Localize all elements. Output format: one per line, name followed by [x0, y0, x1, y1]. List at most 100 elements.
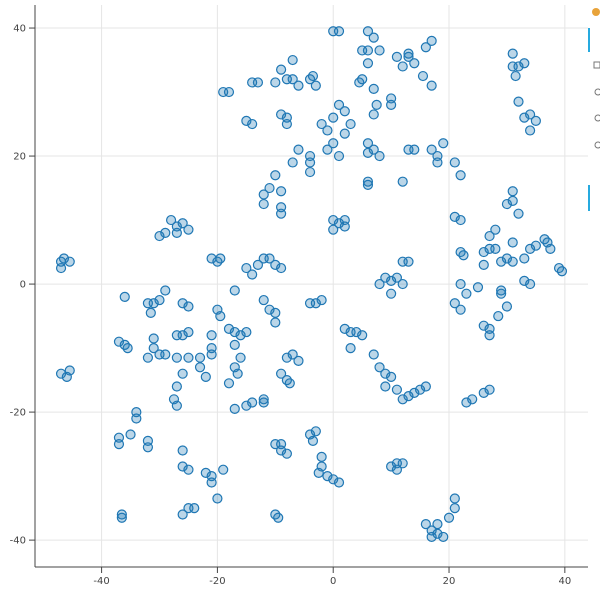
point — [507, 237, 518, 248]
point — [171, 227, 182, 238]
point — [304, 157, 316, 168]
point — [345, 118, 356, 130]
point — [223, 378, 235, 389]
point — [229, 285, 240, 296]
y-tick-label: -20 — [10, 408, 26, 419]
point — [414, 384, 426, 395]
x-tick-label: -40 — [93, 576, 109, 587]
point — [177, 368, 188, 379]
point — [403, 51, 414, 62]
point — [472, 282, 484, 293]
point — [368, 32, 379, 43]
toolbar-active-indicator — [588, 185, 590, 211]
point — [432, 519, 443, 530]
point — [125, 429, 136, 440]
point — [64, 365, 75, 376]
point — [362, 138, 374, 149]
point — [258, 294, 269, 306]
point — [461, 288, 472, 299]
point — [449, 298, 460, 309]
point — [391, 384, 403, 395]
point — [247, 397, 258, 408]
point — [287, 54, 298, 66]
point — [264, 182, 275, 194]
point — [513, 208, 524, 219]
x-tick-label: -20 — [209, 576, 225, 587]
point — [539, 234, 550, 245]
point — [241, 115, 252, 126]
point — [247, 269, 258, 280]
point — [275, 186, 287, 197]
point — [403, 256, 414, 267]
point — [501, 198, 513, 210]
point — [307, 435, 319, 447]
point — [524, 125, 536, 136]
point — [449, 211, 460, 222]
point — [556, 266, 568, 277]
point — [229, 339, 240, 350]
point — [194, 362, 206, 373]
point — [513, 96, 524, 107]
point — [229, 326, 240, 338]
wheel-zoom-tool[interactable] — [594, 88, 600, 96]
point — [241, 262, 252, 274]
point — [397, 61, 408, 72]
point — [449, 493, 460, 504]
point — [426, 80, 437, 91]
point — [275, 262, 287, 274]
point — [258, 394, 269, 405]
point — [273, 512, 284, 523]
x-tick-label: 0 — [330, 576, 336, 587]
point — [426, 35, 437, 46]
point — [380, 368, 391, 379]
point — [386, 371, 397, 382]
point — [519, 112, 530, 123]
point — [386, 99, 397, 110]
box-zoom-tool[interactable] — [593, 61, 600, 69]
save-tool[interactable] — [594, 114, 600, 122]
point — [397, 176, 408, 187]
point — [496, 285, 507, 296]
point — [200, 467, 211, 479]
point — [455, 278, 466, 290]
point — [380, 381, 391, 392]
point — [116, 509, 127, 520]
point — [206, 330, 217, 341]
point — [386, 275, 397, 286]
point — [215, 253, 226, 264]
point — [478, 387, 489, 398]
point — [177, 461, 188, 472]
point — [507, 48, 518, 59]
x-tick-label: 40 — [558, 576, 571, 587]
reset-tool[interactable] — [594, 141, 600, 149]
point — [148, 333, 159, 344]
point — [229, 403, 240, 414]
point — [339, 106, 350, 117]
point — [183, 503, 194, 514]
point — [119, 291, 130, 302]
point — [328, 474, 339, 485]
point — [417, 70, 429, 82]
point — [316, 294, 327, 306]
point — [467, 394, 478, 405]
point — [333, 99, 345, 110]
point — [484, 230, 495, 242]
point — [426, 531, 437, 543]
point — [368, 349, 379, 360]
point — [333, 218, 345, 229]
point — [397, 278, 408, 290]
y-tick-label: 0 — [20, 280, 26, 291]
point — [154, 294, 165, 306]
point — [328, 214, 339, 226]
point — [148, 342, 159, 354]
point — [160, 349, 171, 360]
point — [183, 464, 194, 475]
point — [455, 214, 466, 226]
point — [177, 298, 188, 309]
point — [212, 493, 223, 504]
point — [223, 86, 235, 98]
point — [391, 51, 403, 62]
point — [524, 243, 536, 254]
